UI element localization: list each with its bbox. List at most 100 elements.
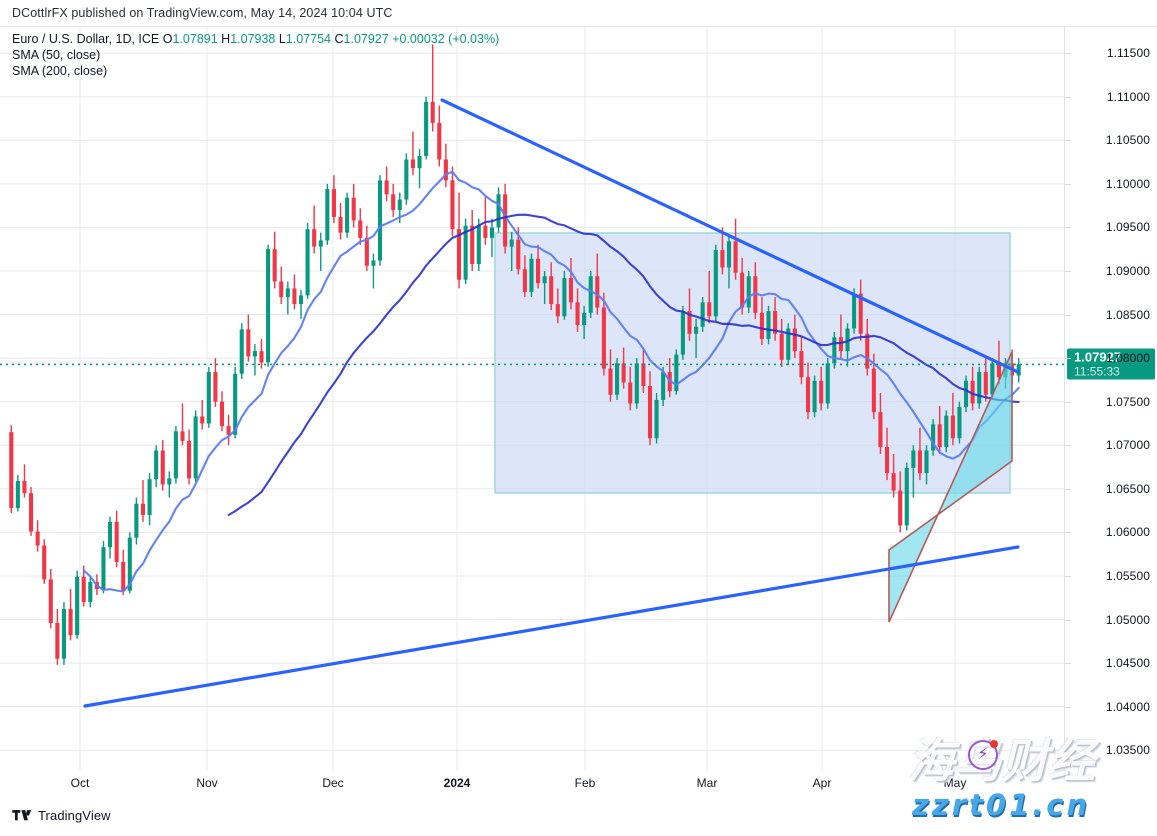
time-tick-label: Feb: [574, 776, 596, 790]
candle-body: [351, 197, 356, 221]
candle-body: [944, 415, 949, 447]
candle-body: [858, 293, 863, 334]
candle-body: [621, 363, 626, 383]
sma200-line[interactable]: [227, 213, 1020, 517]
candle-body: [397, 199, 402, 210]
price-tick: [1065, 401, 1071, 403]
candle-body: [891, 473, 896, 491]
candle-body: [1016, 364, 1021, 376]
price-tick-label: 1.08500: [1105, 307, 1150, 322]
candle-body: [917, 450, 922, 474]
price-tick: [1065, 270, 1071, 272]
candle-body: [279, 281, 284, 298]
candle-body: [318, 240, 323, 247]
chart-plot-area[interactable]: [0, 27, 1064, 772]
candle-body: [582, 312, 587, 325]
candle-body: [726, 241, 732, 268]
price-tick-label: 1.11500: [1106, 46, 1150, 61]
candle-body: [983, 372, 988, 395]
rising-channel-annotation[interactable]: [888, 351, 1013, 623]
candle-body: [29, 493, 34, 532]
candle-body: [707, 302, 712, 317]
candle-body: [832, 337, 837, 364]
ascending-support-trendline-annotation[interactable]: [83, 545, 1020, 708]
candle-body: [641, 363, 646, 386]
candle-body: [167, 478, 172, 485]
candle-body: [68, 609, 73, 636]
price-scale[interactable]: 1.07927 11:55:33 1.11500 1.11000 1.10500 1.…: [1064, 27, 1157, 772]
candle-body: [233, 373, 238, 435]
price-tick-label: 1.06000: [1105, 525, 1150, 540]
time-scale[interactable]: Oct Nov Dec 2024 Feb Mar Apr May: [0, 771, 1157, 799]
candle-body: [331, 189, 336, 217]
candle-body: [509, 239, 514, 247]
sma50-line[interactable]: [82, 170, 1020, 593]
candle-body: [654, 399, 659, 439]
candle-body: [792, 328, 797, 352]
price-tick-label: 1.04500: [1105, 656, 1150, 671]
candle-body: [963, 380, 969, 407]
candle-body: [713, 250, 718, 317]
candle-body: [114, 521, 119, 563]
price-tick-label: 1.10500: [1105, 133, 1150, 148]
candle-body: [325, 189, 330, 241]
candle-body: [694, 326, 699, 334]
chart-svg: [0, 27, 1064, 772]
price-tick-label: 1.06500: [1105, 481, 1150, 496]
candle-body: [154, 450, 159, 480]
candle-body: [140, 503, 146, 515]
candle-body: [443, 159, 448, 181]
candle-body: [568, 277, 574, 303]
candle-body: [134, 503, 139, 538]
candle-body: [496, 194, 501, 228]
price-tick: [1065, 314, 1071, 316]
candle-body: [22, 480, 27, 494]
candle-body: [160, 450, 165, 485]
price-tick: [1065, 488, 1071, 490]
candle-body: [193, 416, 198, 479]
price-tick-label: 1.10000: [1105, 176, 1150, 191]
candle-body: [957, 406, 962, 439]
candle-body: [753, 276, 758, 313]
candle-body: [358, 220, 363, 238]
candle-body: [410, 159, 415, 169]
candle-body: [75, 576, 80, 636]
candle-body: [845, 328, 850, 352]
price-tick: [1065, 358, 1071, 360]
candle-body: [180, 431, 185, 441]
candle-body: [371, 260, 376, 266]
candle-body: [996, 363, 1001, 378]
descending-trendline-annotation[interactable]: [440, 98, 1020, 374]
candle-body: [417, 155, 422, 169]
price-tick: [1065, 445, 1071, 447]
candle-body: [121, 562, 126, 591]
candle-body: [377, 180, 383, 261]
time-tick-label: May: [943, 776, 967, 790]
candle-body: [483, 225, 488, 238]
candle-body: [549, 276, 554, 305]
candle-body: [700, 302, 705, 327]
candle-body: [312, 229, 317, 247]
candlestick-series: [9, 44, 1021, 665]
candle-body: [259, 351, 264, 363]
candle-body: [575, 302, 580, 325]
candle-body: [812, 380, 817, 413]
candle-body: [101, 547, 106, 590]
candle-body: [970, 380, 975, 404]
candle-body: [977, 372, 982, 404]
candle-body: [759, 312, 764, 339]
candle-body: [805, 377, 811, 413]
candle-body: [720, 250, 725, 268]
candle-body: [503, 194, 508, 247]
candle-body: [127, 537, 132, 591]
candle-body: [931, 424, 936, 451]
candle-body: [529, 258, 534, 292]
candle-body: [200, 416, 205, 424]
candle-body: [476, 225, 481, 265]
candle-body: [904, 467, 909, 526]
price-tick-label: 1.09500: [1105, 220, 1150, 235]
candle-body: [292, 288, 297, 305]
candle-body: [601, 307, 606, 369]
price-tick-label: 1.04000: [1105, 699, 1150, 714]
candle-body: [878, 412, 883, 447]
